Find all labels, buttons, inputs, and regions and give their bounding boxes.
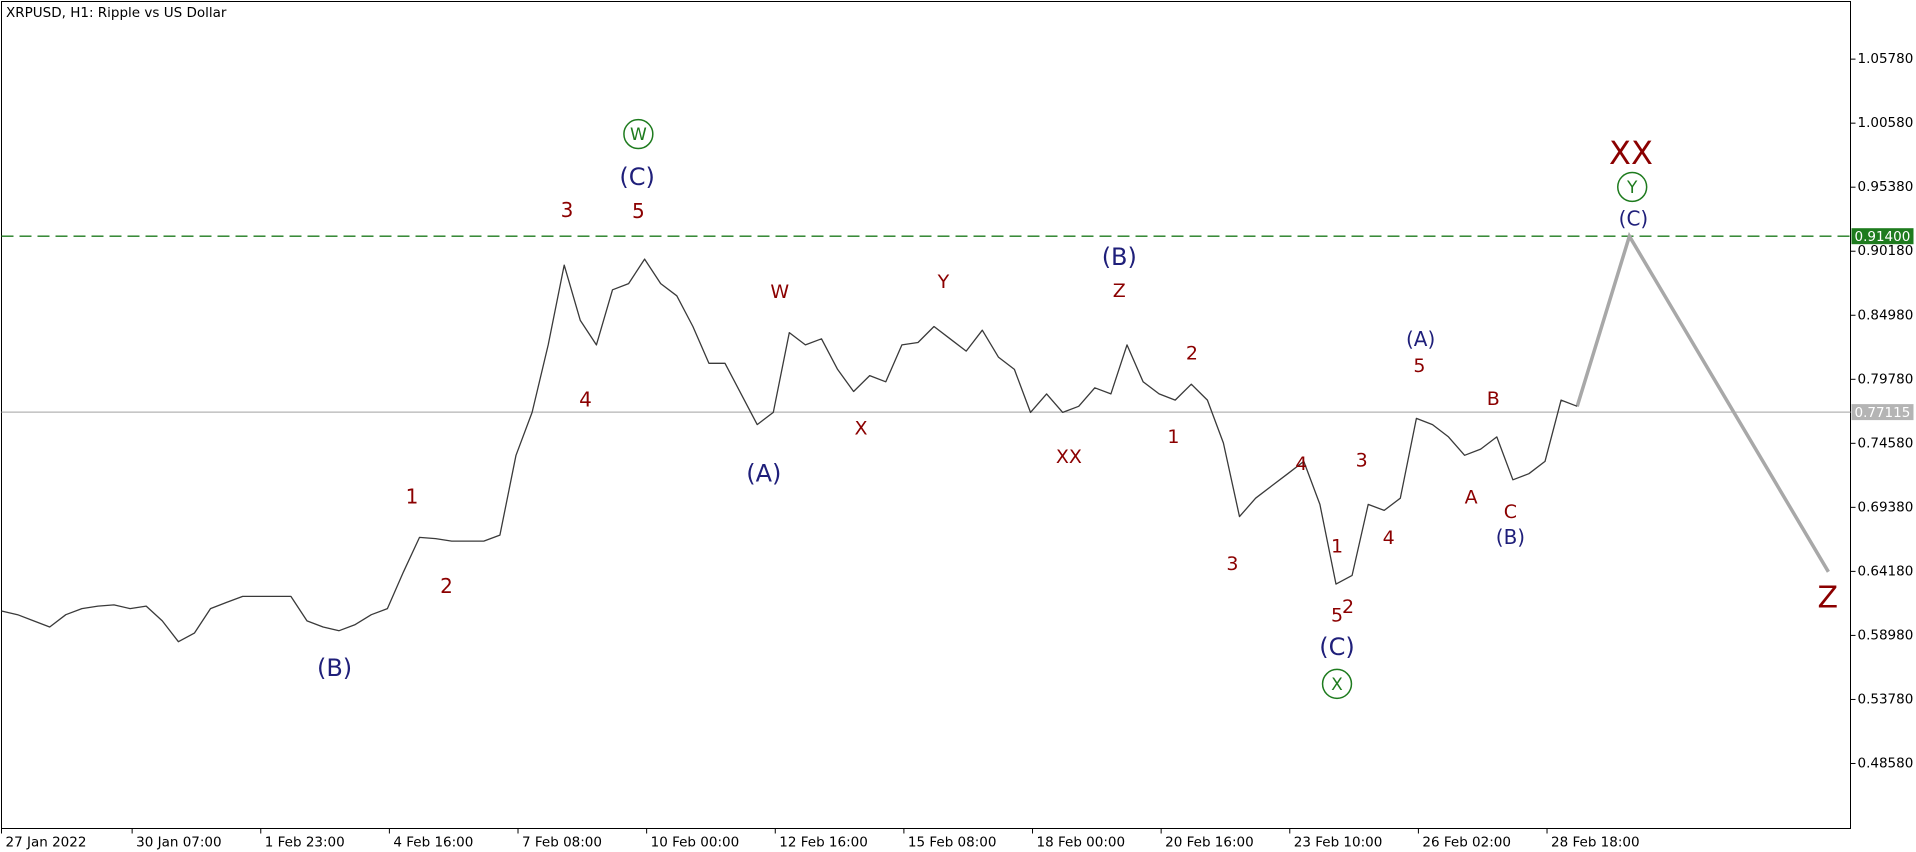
x-tick-label: 12 Feb 16:00: [779, 835, 868, 851]
wave-label: 5: [1413, 355, 1425, 377]
wave-label: 4: [1295, 453, 1307, 475]
wave-label: 3: [1226, 553, 1238, 575]
x-tick-label: 20 Feb 16:00: [1165, 835, 1254, 851]
y-tick-label: 0.84980: [1858, 307, 1914, 323]
wave-label: 2: [440, 574, 453, 598]
wave-label: 3: [561, 198, 574, 222]
wave-label: (B): [317, 654, 352, 682]
wave-label: 1: [406, 484, 419, 508]
chart-title: XRPUSD, H1: Ripple vs US Dollar: [6, 5, 227, 21]
wave-label: XX: [1609, 134, 1653, 172]
x-tick-label: 1 Feb 23:00: [265, 835, 345, 851]
y-tick-label: 0.53780: [1858, 691, 1914, 707]
wave-label: W: [630, 125, 647, 145]
y-tick-label: 0.95380: [1858, 179, 1914, 195]
wave-label: Y: [937, 271, 950, 293]
x-tick-label: 10 Feb 00:00: [651, 835, 740, 851]
wave-label: (C): [1319, 633, 1354, 661]
wave-label: (C): [619, 163, 654, 191]
price-level-label: 0.77115: [1855, 405, 1911, 421]
wave-label-circle: [1617, 171, 1648, 203]
wave-label: W: [770, 281, 789, 303]
x-tick-label: 15 Feb 08:00: [908, 835, 997, 851]
wave-label: 5: [632, 199, 645, 223]
x-tick-label: 27 Jan 2022: [6, 835, 87, 851]
y-tick-label: 0.79780: [1858, 371, 1914, 387]
wave-label: 3: [1356, 450, 1368, 472]
wave-label: XX: [1056, 446, 1082, 468]
x-tick-label: 30 Jan 07:00: [136, 835, 221, 851]
price-level-box: [1851, 404, 1914, 421]
y-tick-label: 0.69380: [1858, 499, 1914, 515]
wave-label: (A): [746, 460, 781, 488]
price-line: [1, 258, 1578, 643]
x-tick-label: 23 Feb 10:00: [1294, 835, 1383, 851]
wave-label: 2: [1342, 596, 1354, 618]
x-tick-label: 28 Feb 18:00: [1551, 835, 1640, 851]
wave-label: (C): [1619, 206, 1649, 230]
wave-label: Z: [1817, 580, 1838, 615]
plot-frame: [1, 1, 1851, 829]
wave-label: Z: [1113, 280, 1126, 302]
wave-label: B: [1487, 388, 1500, 410]
price-line: [1575, 231, 1830, 573]
x-tick-label: 7 Feb 08:00: [522, 835, 602, 851]
y-tick-label: 0.58980: [1858, 627, 1914, 643]
price-level-box: [1851, 228, 1914, 245]
wave-label: Y: [1626, 178, 1638, 198]
wave-label-circle: [1321, 668, 1353, 700]
x-tick-label: 4 Feb 16:00: [393, 835, 473, 851]
wave-label-circle: [623, 118, 654, 150]
x-tick-label: 26 Feb 02:00: [1422, 835, 1511, 851]
y-tick-label: 1.05780: [1858, 51, 1914, 67]
price-level-label: 0.91400: [1855, 229, 1911, 245]
y-tick-label: 0.48580: [1858, 755, 1914, 771]
wave-label: 1: [1331, 536, 1343, 558]
y-tick-label: 0.64180: [1858, 563, 1914, 579]
wave-label: (B): [1102, 243, 1137, 271]
wave-label: 5: [1331, 605, 1343, 627]
wave-label: C: [1504, 501, 1517, 523]
wave-label: A: [1465, 486, 1478, 508]
wave-label: (B): [1496, 525, 1525, 549]
wave-label: X: [854, 418, 867, 440]
wave-label: 4: [1383, 527, 1395, 549]
y-tick-label: 0.90180: [1858, 243, 1914, 259]
wave-label: 4: [579, 387, 592, 411]
y-tick-label: 1.00580: [1858, 115, 1914, 131]
wave-label: 2: [1186, 343, 1198, 365]
wave-label: 1: [1167, 426, 1179, 448]
wave-label: (A): [1406, 327, 1435, 351]
wave-label: X: [1331, 675, 1343, 695]
x-tick-label: 18 Feb 00:00: [1037, 835, 1126, 851]
y-tick-label: 0.74580: [1858, 435, 1914, 451]
